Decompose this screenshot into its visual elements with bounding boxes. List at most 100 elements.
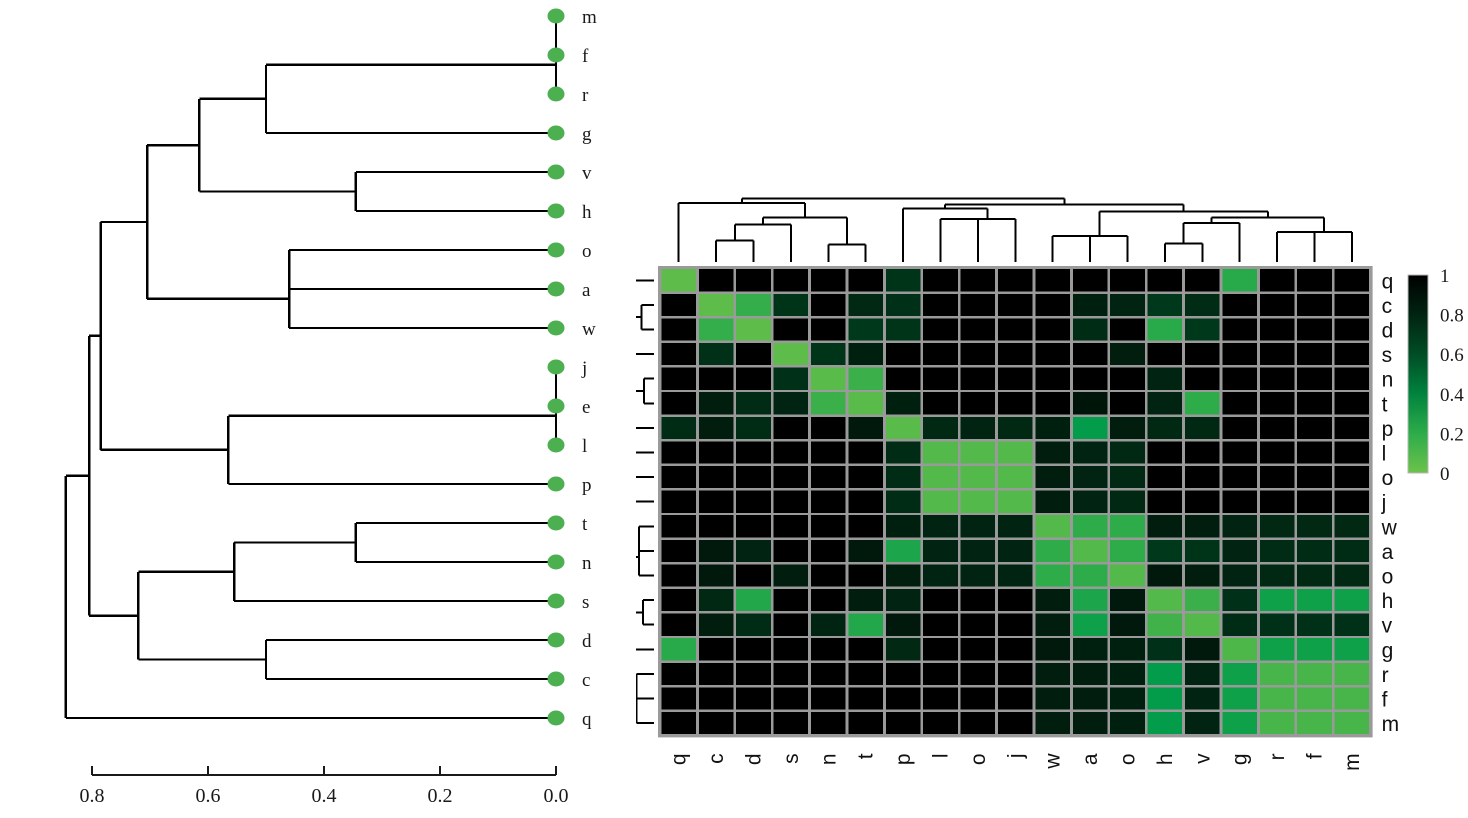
heatmap-cell: [1147, 490, 1183, 513]
heatmap-cell: [848, 638, 883, 661]
heatmap-cell: [1110, 712, 1145, 735]
heatmap-cell: [1259, 441, 1295, 464]
heatmap-row-label-17: f: [1382, 689, 1388, 712]
heatmap-cell: [773, 367, 809, 390]
heatmap-cell: [1185, 392, 1220, 415]
heatmap-cell: [1072, 367, 1108, 390]
heatmap-cell: [923, 564, 958, 587]
heatmap-cell: [885, 392, 921, 415]
heatmap-cell: [1334, 392, 1370, 415]
heatmap-cell: [811, 392, 846, 415]
heatmap-cell: [1297, 343, 1332, 366]
heatmap-cell: [1185, 318, 1220, 341]
heatmap-cell: [1147, 343, 1183, 366]
heatmap-cell: [1259, 269, 1295, 292]
heatmap-cell: [1035, 343, 1070, 366]
heatmap-cell: [998, 490, 1033, 513]
heatmap-row-label-18: m: [1382, 713, 1400, 736]
heatmap-cell: [698, 613, 734, 636]
heatmap-cell: [1110, 392, 1145, 415]
heatmap-cell: [1334, 367, 1370, 390]
dendrogram-axis-tick-label: 0.8: [80, 785, 105, 807]
heatmap-cell: [1334, 589, 1370, 612]
heatmap-cell: [661, 318, 696, 341]
heatmap-cell: [848, 318, 883, 341]
column-dendrogram: [677, 197, 1353, 262]
heatmap-cell: [1297, 416, 1332, 439]
heatmap-cell: [960, 343, 996, 366]
heatmap-cell: [1035, 712, 1070, 735]
heatmap-col-label-6: p: [892, 753, 915, 765]
heatmap-col-label-11: a: [1079, 753, 1102, 765]
heatmap-cell: [923, 269, 958, 292]
heatmap-row-label-12: o: [1382, 566, 1394, 589]
heatmap-cell: [1035, 662, 1070, 685]
dendrogram-axis-tick-label: 0.6: [196, 785, 221, 807]
heatmap-cell: [1259, 589, 1295, 612]
heatmap-cell: [998, 466, 1033, 489]
heatmap-cell: [1297, 392, 1332, 415]
heatmap-cell: [811, 441, 846, 464]
heatmap-cell: [736, 392, 771, 415]
heatmap-cell: [1334, 564, 1370, 587]
heatmap-cell: [1185, 416, 1220, 439]
heatmap-cell: [1147, 318, 1183, 341]
colorbar-tick-label-3: 0.4: [1440, 385, 1464, 406]
heatmap-cell: [1110, 662, 1145, 685]
heatmap-cell: [1185, 564, 1220, 587]
heatmap-cell: [1185, 712, 1220, 735]
heatmap-cell: [698, 269, 734, 292]
heatmap-cell: [960, 367, 996, 390]
heatmap-cell: [661, 343, 696, 366]
heatmap-cell: [736, 367, 771, 390]
heatmap-cell: [1222, 392, 1257, 415]
heatmap-cell: [848, 466, 883, 489]
heatmap-cell: [960, 392, 996, 415]
heatmap-cell: [773, 515, 809, 538]
heatmap-cell: [1147, 293, 1183, 316]
heatmap-cell: [1297, 539, 1332, 562]
heatmap-cell: [1297, 269, 1332, 292]
heatmap-row-label-11: a: [1382, 541, 1394, 564]
heatmap-cell: [1259, 293, 1295, 316]
dendrogram-tip-label-g: g: [582, 124, 592, 145]
heatmap-cell: [960, 466, 996, 489]
heatmap-col-label-1: c: [705, 753, 728, 764]
heatmap-cell: [885, 564, 921, 587]
dendrogram-tip-label-r: r: [582, 85, 589, 106]
heatmap-cell: [1259, 687, 1295, 710]
heatmap-cell: [1222, 662, 1257, 685]
heatmap-cell: [1147, 589, 1183, 612]
dendrogram-tip-marker: [547, 710, 565, 726]
heatmap-cell: [811, 564, 846, 587]
heatmap-cell: [1072, 343, 1108, 366]
heatmap-col-label-2: d: [743, 753, 766, 765]
heatmap-cell: [1072, 687, 1108, 710]
heatmap-cell: [811, 589, 846, 612]
heatmap-cell: [885, 490, 921, 513]
dendrogram-tip-label-f: f: [582, 46, 589, 67]
dendrogram-tip-label-j: j: [581, 358, 587, 379]
heatmap-col-label-3: s: [780, 753, 803, 764]
dendrogram-tip-marker: [547, 398, 565, 414]
heatmap-cell: [885, 515, 921, 538]
heatmap-cell: [1334, 613, 1370, 636]
heatmap-cell: [885, 466, 921, 489]
dendrogram-tip-marker: [547, 593, 565, 609]
dendrogram-tip-label-o: o: [582, 241, 592, 262]
heatmap-row-label-5: t: [1382, 393, 1388, 416]
dendrogram-tip-label-e: e: [582, 397, 590, 418]
heatmap-cell: [1035, 613, 1070, 636]
dendrogram-tip-marker: [547, 125, 565, 141]
heatmap-cell: [1222, 441, 1257, 464]
heatmap-cell: [923, 539, 958, 562]
heatmap-cell: [848, 343, 883, 366]
heatmap-cell: [1334, 269, 1370, 292]
heatmap-cell: [736, 712, 771, 735]
heatmap-cell: [1185, 687, 1220, 710]
heatmap-cell: [1297, 712, 1332, 735]
heatmap-cell: [1297, 441, 1332, 464]
heatmap-cell: [1072, 416, 1108, 439]
